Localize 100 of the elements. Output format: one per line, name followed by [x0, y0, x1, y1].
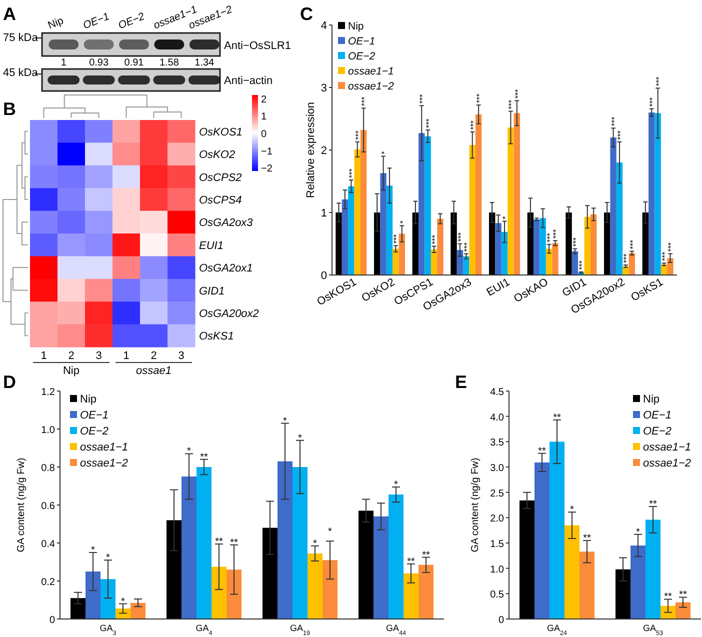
- annotation: ***: [628, 240, 638, 250]
- annotation: ***: [507, 100, 516, 110]
- y-tick-label: 3.5: [490, 438, 504, 449]
- y-tick-label: 0: [498, 615, 504, 626]
- y-tick-label: 0.4: [41, 539, 56, 550]
- annotation: ***: [360, 96, 370, 106]
- y-tick-label: 0.6: [41, 501, 56, 512]
- y-tick-label: 4: [320, 20, 327, 32]
- y-tick-label: 3.0: [490, 463, 504, 474]
- category-label: OE−2: [116, 10, 146, 32]
- annotation: **: [407, 556, 415, 568]
- annotation: *: [380, 151, 389, 154]
- legend-label: OE−2: [643, 426, 672, 438]
- annotation: *: [570, 504, 574, 516]
- annotation: **: [230, 537, 238, 548]
- color-bar-label: 0: [261, 129, 267, 140]
- annotation: **: [215, 536, 223, 548]
- color-bar-label: 1: [261, 112, 267, 123]
- annotation: ***: [660, 252, 670, 262]
- annotation: ***: [392, 234, 402, 244]
- x-tick-label: 3: [96, 350, 102, 362]
- annotation: **: [538, 446, 546, 457]
- annotation: **: [422, 550, 430, 561]
- annotation: *: [313, 538, 318, 550]
- annotation: **: [583, 532, 591, 544]
- legend-label: OE−2: [80, 426, 108, 438]
- legend-label: OE−1: [643, 410, 672, 422]
- y-axis-title: GA content (ng/g Fw): [16, 458, 27, 552]
- legend-label: ossae1−1: [80, 442, 128, 454]
- legend-label: OE−2: [348, 50, 376, 62]
- chart-title: D: [3, 372, 16, 392]
- annotation: ***: [571, 237, 580, 247]
- chart-title: B: [3, 99, 16, 119]
- y-tick-label: 0.8: [41, 463, 56, 474]
- annotation: *: [501, 216, 510, 220]
- legend-label: ossae1−2: [348, 80, 394, 92]
- annotation: ***: [462, 242, 472, 252]
- y-tick-label: 3: [320, 82, 327, 94]
- x-tick-label: GA$_{44}$: [386, 623, 406, 636]
- annotation: ***: [578, 260, 587, 270]
- color-bar-label: −1: [261, 146, 273, 158]
- annotation: **: [553, 412, 561, 424]
- y-tick-label: OsKS1: [199, 330, 234, 343]
- legend-label: Nip: [348, 20, 364, 32]
- annotation: **: [649, 499, 657, 510]
- annotation: *: [91, 545, 96, 556]
- annotation: ***: [610, 116, 619, 126]
- legend-label: OE−1: [80, 410, 108, 422]
- y-tick-label: OsGA2ox3: [199, 217, 254, 230]
- annotation: ***: [616, 130, 625, 140]
- annotation: **: [200, 452, 208, 463]
- y-tick-label: OsKOS1: [199, 126, 242, 138]
- annotation: ***: [468, 120, 478, 130]
- annotation: ***: [552, 229, 561, 239]
- data-label: 1: [60, 58, 67, 68]
- y-tick-label: 4.0: [490, 412, 504, 424]
- y-tick-label: OsKO2: [199, 149, 236, 162]
- x-tick-label: 3: [178, 350, 184, 362]
- data-label: 0.91: [124, 58, 144, 68]
- chart-title: C: [300, 4, 313, 24]
- y-tick-label: 2.5: [490, 488, 504, 500]
- annotation: *: [636, 526, 640, 538]
- y-tick-label: 0: [49, 615, 56, 626]
- annotation: ***: [348, 168, 357, 178]
- annotation: ***: [513, 89, 522, 99]
- text: A: [3, 4, 16, 24]
- annotation: ***: [430, 234, 440, 244]
- data-label: 0.93: [89, 58, 109, 68]
- legend-label: ossae1−2: [80, 458, 128, 470]
- y-tick-label: 1.0: [490, 564, 504, 576]
- x-tick-label: GA$_{3}$: [100, 623, 117, 636]
- text: ossae1: [136, 365, 172, 377]
- y-tick-label: 0.2: [41, 577, 56, 588]
- y-tick-label: 4.5: [490, 387, 504, 398]
- y-tick-label: 0: [320, 270, 327, 282]
- annotation: ***: [622, 254, 632, 263]
- text: Nip: [62, 365, 80, 377]
- data-label: 1.58: [159, 58, 180, 68]
- data-label: 1.34: [194, 58, 215, 68]
- y-axis-title: GA content (ng/g Fw): [470, 458, 481, 552]
- legend-label: ossae1−1: [348, 66, 394, 78]
- annotation: ***: [424, 118, 434, 128]
- color-bar-label: 2: [261, 94, 267, 106]
- annotation: ***: [654, 76, 664, 86]
- x-tick-label: GA$_{19}$: [290, 623, 310, 636]
- legend-label: ossae1−1: [643, 442, 692, 454]
- y-tick-label: 1: [320, 208, 327, 220]
- y-tick-label: EUI1: [199, 240, 224, 252]
- annotation: **: [679, 590, 687, 601]
- category-label: OE−1: [81, 10, 112, 32]
- y-tick-label: 2.0: [490, 514, 504, 525]
- text: 75 kDa: [3, 32, 39, 44]
- y-tick-label: OsGA2ox1: [199, 262, 253, 275]
- text: Anti−OsSLR1: [224, 40, 291, 52]
- category-label: Nip: [46, 14, 66, 32]
- y-tick-label: 0.5: [490, 590, 504, 601]
- legend-label: ossae1−2: [643, 458, 692, 470]
- text: 45 kDa: [3, 67, 39, 79]
- x-tick-label: GA$_{4}$: [196, 623, 213, 636]
- y-tick-label: OsCPS2: [199, 172, 242, 184]
